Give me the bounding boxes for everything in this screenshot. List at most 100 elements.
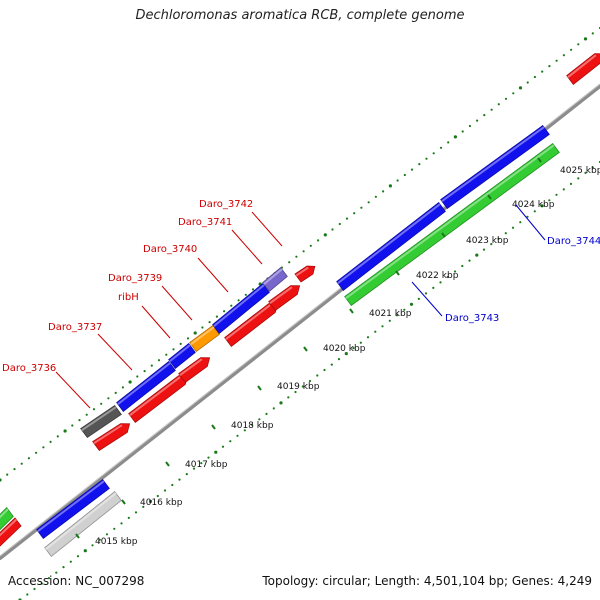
tick-dot <box>526 81 529 84</box>
gene-label-leader <box>411 281 443 317</box>
gene-blue-3744-upper-highlight <box>441 126 545 203</box>
gene-label-leader <box>141 305 171 339</box>
tick-dot <box>555 59 558 62</box>
tick-dot <box>295 255 298 258</box>
gene-label[interactable]: Daro_3739 <box>108 273 162 284</box>
tick-dot <box>100 402 103 405</box>
tick-dot <box>301 385 304 388</box>
tick-dot <box>483 114 486 117</box>
gene-label-leader <box>231 229 263 265</box>
gene-label[interactable]: Daro_3744 <box>547 236 600 247</box>
gene-purple-3741[interactable] <box>262 267 288 292</box>
tick-dot <box>237 299 240 302</box>
scale-label: 4024 kbp <box>512 200 555 210</box>
tick-dot <box>49 440 52 443</box>
tick-dot <box>223 310 226 313</box>
tick-dot <box>40 582 43 585</box>
gene-blue-3744-upper[interactable] <box>440 125 550 209</box>
gene-blue-4015-outer-highlight <box>37 480 105 532</box>
gene-red-4018[interactable] <box>92 423 131 451</box>
tick-dot <box>418 163 421 166</box>
tick-dot <box>47 577 51 580</box>
gene-label[interactable]: Daro_3741 <box>178 217 232 228</box>
tick-dot <box>403 308 406 311</box>
tick-dot <box>107 397 110 400</box>
tick-dot <box>33 587 36 591</box>
tick-dot <box>163 489 167 492</box>
tick-dot <box>258 418 261 421</box>
gene-red-3742[interactable] <box>294 265 316 283</box>
gene-blue-3740-highlight <box>213 284 265 327</box>
tick-dot <box>243 429 246 432</box>
scale-tick <box>211 424 216 430</box>
tick-dot <box>432 286 435 289</box>
tick-dot <box>381 325 384 328</box>
tick-dot <box>172 348 175 351</box>
tick-dot <box>69 560 72 563</box>
scale-label: 4019 kbp <box>277 382 320 392</box>
tick-dot <box>148 499 153 503</box>
gene-red-inner-d[interactable] <box>268 285 301 311</box>
gene-red-inner-b[interactable] <box>178 357 211 383</box>
tick-dot <box>569 182 573 185</box>
tick-dot <box>13 468 16 471</box>
tick-dot <box>424 292 428 295</box>
scale-label: 4022 kbp <box>416 271 459 281</box>
gene-blue-3740[interactable] <box>212 283 270 334</box>
tick-dot <box>562 54 566 57</box>
tick-dot <box>63 429 67 433</box>
tick-dot <box>511 226 515 229</box>
gene-label[interactable]: Daro_3736 <box>2 363 56 374</box>
tick-dot <box>288 261 291 264</box>
tick-dot <box>410 168 414 171</box>
tick-dot <box>143 370 146 373</box>
tick-dot <box>105 533 109 536</box>
gene-red-inner-a-highlight <box>129 376 181 416</box>
tick-dot <box>417 297 420 300</box>
tick-dot <box>156 494 159 498</box>
tick-dot <box>360 206 363 209</box>
tick-dot <box>482 248 486 251</box>
gene-label[interactable]: ribH <box>118 292 139 303</box>
gene-orange-3739-highlight <box>190 326 215 346</box>
tick-dot <box>504 232 507 235</box>
tick-dot <box>331 228 334 231</box>
gene-red-topright[interactable] <box>566 53 600 85</box>
tick-dot <box>562 188 565 191</box>
tick-dot <box>265 412 268 415</box>
gene-label[interactable]: Daro_3740 <box>143 244 197 255</box>
gene-label[interactable]: Daro_3737 <box>48 322 102 333</box>
tick-dot <box>344 352 348 356</box>
tick-dot <box>476 119 479 122</box>
tick-dot <box>591 32 594 35</box>
gene-red-4018-highlight <box>93 424 123 445</box>
tick-dot <box>584 171 587 174</box>
gene-darkgray-3736[interactable] <box>80 405 122 438</box>
gene-blue-ribh[interactable] <box>168 343 196 369</box>
tick-dot <box>591 166 594 169</box>
gene-green-edge-upper-highlight <box>0 508 9 519</box>
gene-blue-4015-outer[interactable] <box>36 479 110 539</box>
gene-label[interactable]: Daro_3743 <box>445 313 499 324</box>
tick-dot <box>308 379 312 383</box>
tick-dot <box>302 250 305 253</box>
tick-dot <box>244 293 247 296</box>
tick-dot <box>207 456 210 459</box>
gene-red-edge-lower[interactable] <box>0 517 22 549</box>
tick-dot <box>446 275 449 279</box>
tick-dot <box>583 37 588 41</box>
gene-green-3743[interactable] <box>344 143 560 306</box>
gene-label[interactable]: Daro_3742 <box>199 199 253 210</box>
scale-label: 4016 kbp <box>140 498 183 508</box>
tick-dot <box>214 450 218 454</box>
tick-dot <box>134 511 138 514</box>
gene-blue-3744-lower[interactable] <box>336 202 446 291</box>
tick-dot <box>171 483 174 487</box>
gene-orange-3739[interactable] <box>189 325 220 352</box>
tick-dot <box>359 341 362 344</box>
tick-dot <box>490 108 493 111</box>
tick-dot <box>121 386 124 389</box>
gene-blue-3737[interactable] <box>116 361 176 412</box>
tick-dot <box>309 244 312 247</box>
gene-lightgray-4015[interactable] <box>44 491 122 557</box>
